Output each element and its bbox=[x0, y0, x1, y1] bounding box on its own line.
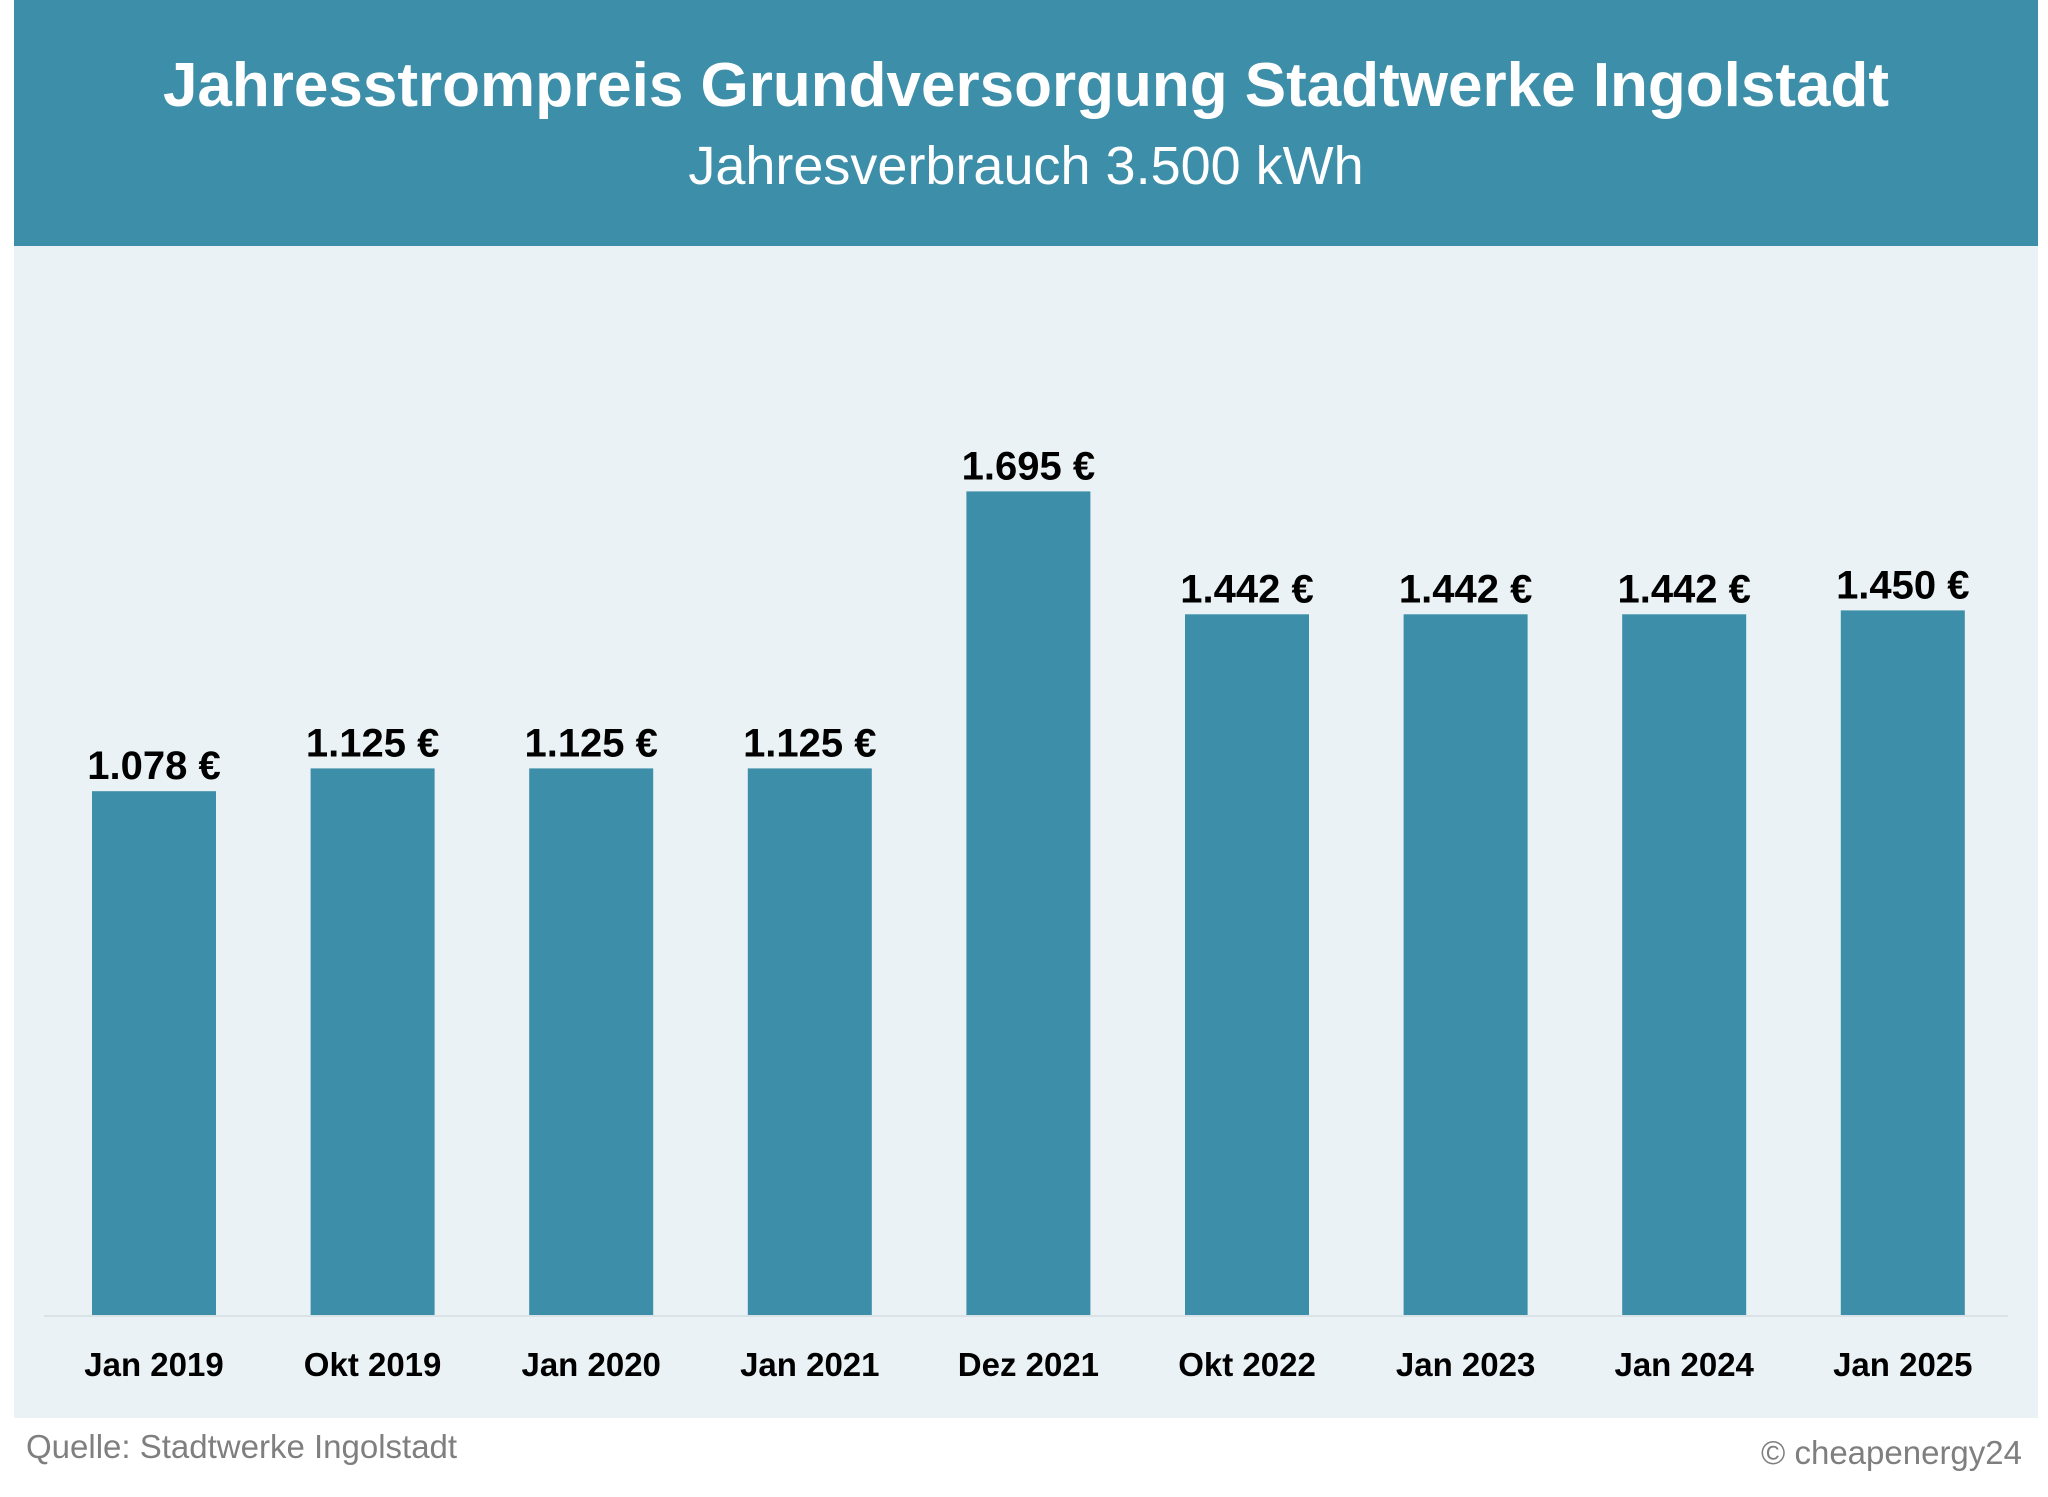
bar-chart: 1.078 € Jan 2019 1.125 € Okt 2019 1.125 € Jan… bbox=[44, 444, 2008, 1383]
x-tick-label: Jan 2023 bbox=[1396, 1346, 1535, 1383]
x-tick-label: Jan 2024 bbox=[1614, 1346, 1754, 1383]
data-label: 1.125 € bbox=[524, 721, 657, 765]
chart-title: Jahresstrompreis Grundversorgung Stadtwe… bbox=[162, 51, 1890, 120]
x-tick-label: Okt 2022 bbox=[1178, 1346, 1316, 1383]
bar-dez-2021 bbox=[966, 491, 1091, 1315]
data-label: 1.442 € bbox=[1180, 567, 1313, 611]
data-label: 1.442 € bbox=[1399, 567, 1532, 611]
chart-header: Jahresstrompreis Grundversorgung Stadtwe… bbox=[14, 0, 2038, 246]
bar-jan-2019 bbox=[92, 791, 216, 1315]
x-tick-label: Okt 2019 bbox=[304, 1346, 442, 1383]
bar-jan-2025 bbox=[1840, 610, 1965, 1315]
data-label: 1.442 € bbox=[1617, 567, 1750, 611]
data-label: 1.125 € bbox=[743, 721, 876, 765]
x-tick-label: Jan 2019 bbox=[84, 1346, 223, 1383]
data-label: 1.695 € bbox=[962, 444, 1095, 488]
x-tick-label: Jan 2025 bbox=[1833, 1346, 1972, 1383]
bar-jan-2021 bbox=[747, 768, 872, 1315]
copyright-note: © cheapenergy24 bbox=[1760, 1434, 2022, 1471]
x-tick-label: Dez 2021 bbox=[958, 1346, 1099, 1383]
data-label: 1.078 € bbox=[87, 744, 220, 788]
x-tick-label: Jan 2020 bbox=[521, 1346, 660, 1383]
data-label: 1.450 € bbox=[1836, 563, 1969, 607]
bar-jan-2023 bbox=[1403, 614, 1528, 1315]
bar-okt-2019 bbox=[310, 768, 435, 1315]
bar-jan-2024 bbox=[1622, 614, 1747, 1315]
data-label: 1.125 € bbox=[306, 721, 439, 765]
source-note: Quelle: Stadtwerke Ingolstadt bbox=[26, 1428, 458, 1465]
bar-jan-2020 bbox=[529, 768, 654, 1315]
x-tick-label: Jan 2021 bbox=[740, 1346, 879, 1383]
chart-subtitle: Jahresverbrauch 3.500 kWh bbox=[688, 136, 1364, 196]
bar-okt-2022 bbox=[1185, 614, 1309, 1315]
